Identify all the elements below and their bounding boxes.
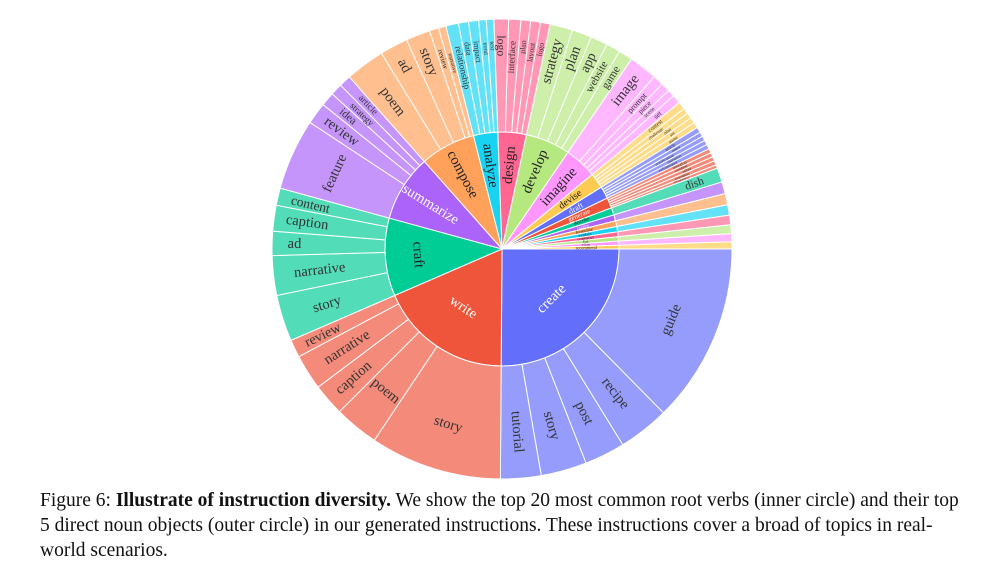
verb-label-analyze: analyze	[479, 143, 501, 189]
verb-label-recommend: recommend	[576, 245, 598, 250]
noun-label-analyze-1: data	[462, 41, 473, 56]
noun-label-design-4: logo	[535, 42, 546, 57]
noun-label-draft-0: article	[664, 142, 676, 152]
noun-label-generate-1: content	[674, 163, 689, 173]
caption-text: We show the top 20 most common root verb…	[40, 490, 959, 561]
noun-label-design-3: layout	[525, 41, 537, 62]
noun-label-draft-3: question	[666, 153, 682, 165]
verb-label-explain: explain	[578, 231, 593, 238]
verb-label-outline: outline	[577, 223, 590, 231]
verb-label-list: list	[583, 239, 590, 245]
figure-label: Figure 6:	[40, 490, 111, 511]
noun-label-create-4: tutorial	[507, 410, 526, 453]
verb-label-design: design	[500, 145, 519, 185]
noun-label-compose-4: narrative	[446, 53, 457, 75]
noun-label-craft-3: caption	[285, 212, 330, 234]
noun-label-generate-3: question	[674, 171, 691, 182]
noun-label-analyze-2: impact	[472, 40, 484, 63]
noun-label-draft-1: entry	[671, 144, 682, 153]
noun-label-devise-4: game	[668, 135, 679, 145]
verb-label-describe: describe	[573, 217, 590, 227]
noun-label-devise-3: set	[669, 130, 677, 137]
verb-label-construct: construct	[577, 235, 595, 242]
noun-label-craft-2: ad	[287, 236, 302, 252]
noun-label-analyze-4: text	[488, 41, 494, 51]
noun-label-imagine-4: set	[652, 109, 663, 120]
noun-label-design-0: logo	[494, 35, 508, 56]
noun-label-analyze-3: trend	[481, 42, 488, 55]
sunburst-chart: guiderecipepoststorytutorialcreatestoryp…	[271, 18, 733, 480]
noun-label-generate-0: emotion	[672, 159, 688, 170]
noun-label-generate-4: itinerary	[673, 175, 690, 185]
noun-segment-recommend-other-0	[618, 241, 733, 250]
noun-label-generate-2: other	[682, 166, 693, 174]
noun-label-craft-1: narrative	[293, 259, 346, 281]
noun-label-design-1: interface	[506, 41, 519, 74]
noun-label-design-2: plan	[518, 40, 528, 54]
verb-label-plan: plan	[582, 242, 591, 247]
verb-label-craft: craft	[409, 241, 427, 269]
verb-label-formulate: formulate	[575, 226, 593, 235]
noun-label-create-3: story	[540, 410, 563, 443]
caption-title: Illustrate of instruction diversity.	[115, 490, 391, 511]
figure-caption: Figure 6: Illustrate of instruction dive…	[40, 488, 970, 563]
noun-label-devise-2: plan	[663, 126, 673, 135]
